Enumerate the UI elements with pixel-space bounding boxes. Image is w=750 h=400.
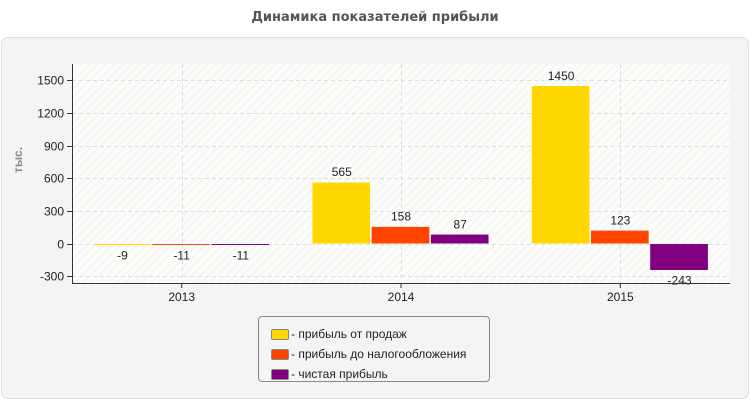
- data-label: 565: [332, 165, 352, 179]
- legend-label: - прибыль до налогообложения: [291, 347, 467, 361]
- y-tick-label: 1500: [37, 74, 64, 88]
- data-label: -243: [668, 273, 692, 287]
- data-label: -11: [233, 248, 250, 262]
- x-tick-label: 2015: [607, 290, 634, 304]
- bar: [371, 226, 430, 245]
- x-tick-label: 2014: [388, 290, 415, 304]
- bar: [590, 230, 650, 245]
- legend-item: - прибыль от продаж: [271, 324, 489, 344]
- bar: [531, 85, 590, 245]
- data-label: 123: [610, 213, 630, 227]
- axes: -300 0 300 600 900 1200 1500 2013 2014 2015: [37, 64, 730, 304]
- bar: [92, 243, 152, 246]
- y-tick-label: 600: [44, 172, 64, 186]
- grid-lines: [72, 64, 730, 283]
- data-labels: -9 -11 -11 565 158 87 1450 123 -243: [117, 69, 692, 287]
- y-tick-label: 900: [44, 140, 64, 154]
- y-tick-label: 300: [44, 205, 64, 219]
- bar: [211, 243, 270, 246]
- bar: [649, 243, 709, 271]
- data-label: 158: [391, 210, 411, 224]
- legend-item: - чистая прибыль: [271, 364, 489, 384]
- data-label: 87: [454, 217, 468, 231]
- bar: [430, 234, 490, 245]
- legend-swatch: [271, 368, 289, 380]
- legend-label: - прибыль от продаж: [291, 327, 407, 341]
- data-label: 1450: [548, 69, 575, 83]
- y-tick-label: 1200: [37, 107, 64, 121]
- legend: - прибыль от продаж - прибыль до налогоо…: [258, 316, 490, 382]
- data-label: -9: [117, 248, 128, 262]
- bar: [311, 181, 371, 245]
- bars: [92, 85, 709, 271]
- data-label: -11: [173, 248, 190, 262]
- legend-swatch: [271, 328, 289, 340]
- y-tick-label: 0: [57, 238, 64, 252]
- legend-item: - прибыль до налогообложения: [271, 344, 489, 364]
- bar: [151, 243, 211, 246]
- legend-swatch: [271, 348, 289, 360]
- legend-label: - чистая прибыль: [291, 367, 388, 381]
- plot-background: [72, 64, 730, 283]
- y-tick-label: -300: [40, 270, 64, 284]
- x-tick-label: 2013: [168, 290, 195, 304]
- y-axis-label: тыс.: [11, 147, 25, 173]
- chart-title: Динамика показателей прибыли: [251, 10, 499, 25]
